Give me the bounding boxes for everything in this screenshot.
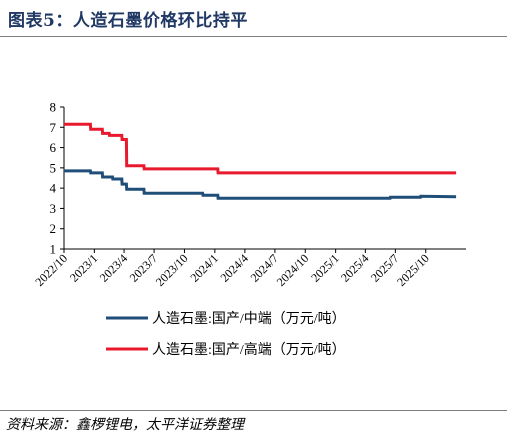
x-tick-label: 2025/1 bbox=[308, 251, 341, 284]
x-tick-label: 2024/1 bbox=[187, 251, 220, 284]
x-tick-label: 2023/4 bbox=[97, 251, 130, 284]
y-tick-label: 6 bbox=[50, 140, 57, 155]
legend-label: 人造石墨:国产/中端（万元/吨） bbox=[152, 311, 346, 327]
y-tick-label: 5 bbox=[50, 160, 57, 175]
y-tick-label: 1 bbox=[50, 242, 57, 257]
x-tick-label: 2023/10 bbox=[153, 251, 191, 289]
y-tick-label: 4 bbox=[50, 181, 57, 196]
x-tick-label: 2024/4 bbox=[218, 251, 251, 284]
x-tick-label: 2022/10 bbox=[32, 251, 70, 289]
x-tick-label: 2025/10 bbox=[394, 251, 432, 289]
x-tick-label: 2024/10 bbox=[274, 251, 312, 289]
y-tick-label: 2 bbox=[50, 221, 57, 236]
x-tick-label: 2025/4 bbox=[338, 251, 371, 284]
series-line-high-grade bbox=[64, 122, 457, 175]
title-divider bbox=[0, 36, 507, 37]
source-divider bbox=[0, 410, 507, 411]
figure-title: 图表5：人造石墨价格环比持平 bbox=[8, 11, 248, 31]
chart-legend: 人造石墨:国产/中端（万元/吨） 人造石墨:国产/高端（万元/吨） bbox=[106, 311, 346, 358]
source-note: 资料来源：鑫椤锂电，太平洋证券整理 bbox=[6, 417, 244, 433]
line-chart: 123456782022/102023/12023/42023/72023/10… bbox=[32, 100, 466, 358]
y-tick-label: 7 bbox=[50, 120, 57, 135]
series-line-mid-grade bbox=[64, 169, 457, 200]
y-tick-label: 8 bbox=[50, 100, 57, 115]
legend-label: 人造石墨:国产/高端（万元/吨） bbox=[152, 341, 346, 358]
x-tick-label: 2023/1 bbox=[67, 251, 100, 284]
chart-series bbox=[64, 122, 457, 200]
y-tick-label: 3 bbox=[50, 201, 57, 216]
